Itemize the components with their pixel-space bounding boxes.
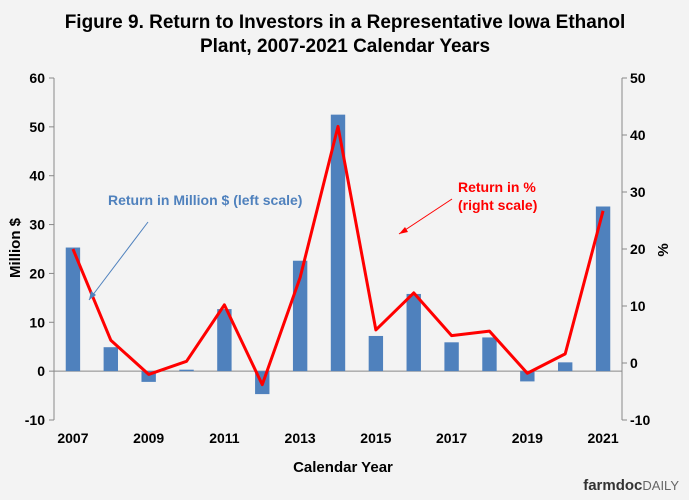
right-axis-label: % xyxy=(655,243,672,256)
right-tick-label: 50 xyxy=(630,70,646,86)
right-axis-ticks: -10 0 10 20 30 40 50 xyxy=(622,70,650,428)
bar-2017 xyxy=(444,342,459,372)
bar-2007 xyxy=(65,247,81,372)
brand-main: farmdoc xyxy=(583,477,643,494)
right-tick-label: 20 xyxy=(630,241,646,257)
bar-2019 xyxy=(520,371,535,382)
bar-annotation-arrow xyxy=(88,221,149,301)
bar-series xyxy=(65,114,611,395)
left-tick-label: 40 xyxy=(29,168,45,184)
x-axis-ticks: 2007 2009 2011 2013 2015 2017 2019 2021 xyxy=(57,430,618,446)
left-axis-label: Million $ xyxy=(7,217,24,278)
x-tick-label: 2021 xyxy=(587,430,618,446)
right-tick-label: 30 xyxy=(630,184,646,200)
x-tick-label: 2017 xyxy=(436,430,467,446)
line-series xyxy=(71,124,605,387)
x-tick-label: 2019 xyxy=(512,430,543,446)
x-tick-label: 2007 xyxy=(57,430,88,446)
bar-annotation-arrowhead xyxy=(89,291,96,300)
x-tick-label: 2015 xyxy=(360,430,391,446)
left-tick-label: -10 xyxy=(25,412,45,428)
x-axis-label: Calendar Year xyxy=(293,459,393,476)
bar-2014 xyxy=(330,114,346,372)
right-tick-label: -10 xyxy=(630,412,650,428)
line-annotation-label-2: (right scale) xyxy=(458,197,537,213)
right-tick-label: 40 xyxy=(630,127,646,143)
line-annotation-label-1: Return in % xyxy=(458,179,536,195)
x-tick-label: 2013 xyxy=(285,430,316,446)
bar-annotation-label: Return in Million $ (left scale) xyxy=(108,192,302,208)
brand-suffix: DAILY xyxy=(642,478,679,493)
left-tick-label: 10 xyxy=(29,314,45,330)
right-tick-label: 0 xyxy=(630,355,638,371)
bar-2008 xyxy=(103,347,118,372)
left-tick-label: 30 xyxy=(29,217,45,233)
brand-logo: farmdocDAILY xyxy=(583,477,679,494)
line-annotation-arrow xyxy=(398,198,453,235)
percent-return-line xyxy=(71,124,605,387)
x-tick-label: 2011 xyxy=(209,430,240,446)
bar-2011 xyxy=(217,309,232,372)
left-tick-label: 20 xyxy=(29,265,45,281)
bar-2020 xyxy=(558,362,573,372)
bar-2009 xyxy=(141,371,156,382)
left-tick-label: 50 xyxy=(29,119,45,135)
bar-2010 xyxy=(179,369,194,372)
x-tick-label: 2009 xyxy=(133,430,164,446)
right-tick-label: 10 xyxy=(630,298,646,314)
chart-title-line1: Figure 9. Return to Investors in a Repre… xyxy=(65,12,626,33)
bar-2015 xyxy=(368,335,384,372)
bar-2016 xyxy=(406,293,421,372)
bar-2021 xyxy=(595,206,611,372)
left-tick-label: 0 xyxy=(37,363,45,379)
left-axis-ticks: -10 0 10 20 30 40 50 60 xyxy=(25,70,54,428)
left-tick-label: 60 xyxy=(29,70,45,86)
bar-2018 xyxy=(482,337,497,372)
chart-title-line2: Plant, 2007-2021 Calendar Years xyxy=(200,36,490,57)
line-annotation-arrowhead xyxy=(399,227,408,234)
